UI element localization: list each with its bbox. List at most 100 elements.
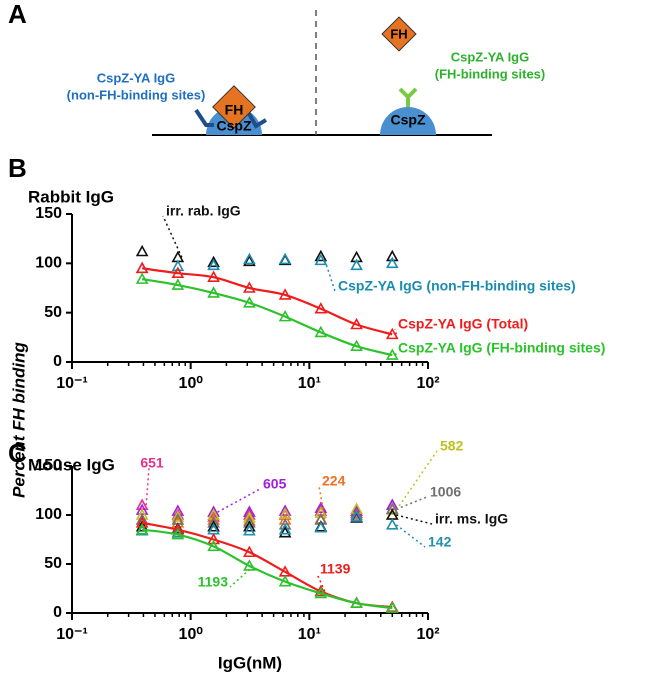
triangle-marker	[207, 255, 220, 268]
x-tick-label: 10¹	[298, 626, 321, 643]
igg	[398, 87, 418, 107]
triangle-marker	[350, 504, 363, 516]
triangle-marker	[314, 325, 328, 338]
triangle-marker	[207, 516, 220, 528]
label-leader	[217, 488, 261, 513]
chart-title: Rabbit IgG	[28, 187, 114, 206]
triangle-marker	[278, 523, 292, 535]
label-leader	[394, 352, 397, 356]
label-leader	[396, 496, 428, 510]
x-tick-label: 10¹	[298, 375, 321, 392]
x-tick-label: 10⁰	[179, 375, 204, 392]
triangle-marker	[350, 317, 363, 330]
label-leader	[324, 260, 336, 292]
x-tick-label: 10²	[416, 626, 439, 643]
triangle-marker	[243, 296, 256, 308]
label-leader	[162, 215, 183, 258]
triangle-marker	[278, 507, 292, 519]
triangle-marker	[243, 524, 256, 536]
panel-letter: A	[8, 0, 27, 29]
y-tick-label: 100	[35, 255, 62, 272]
label-leader	[395, 450, 438, 511]
triangle-marker	[278, 525, 292, 538]
igg	[194, 108, 268, 129]
triangle-marker	[314, 249, 328, 262]
series-label: CspZ-YA IgG (Total)	[398, 316, 528, 332]
triangle-marker	[171, 510, 185, 522]
triangle-marker	[278, 309, 292, 322]
triangle-marker	[278, 252, 292, 265]
triangle-marker	[314, 584, 328, 597]
triangle-marker	[350, 339, 363, 352]
triangle-marker	[135, 261, 149, 274]
series-label: 142	[428, 534, 452, 550]
triangle-marker	[243, 545, 256, 558]
triangle-marker	[135, 272, 149, 284]
x-tick-label: 10²	[416, 375, 439, 392]
triangle-marker	[385, 327, 399, 340]
label-leader	[145, 467, 150, 506]
triangle-marker	[350, 258, 363, 271]
fh-label: FH	[225, 102, 244, 118]
triangle-marker	[385, 256, 399, 269]
series-label: irr. ms. IgG	[435, 511, 508, 527]
diagram-label: (non-FH-binding sites)	[67, 87, 206, 102]
triangle-marker	[385, 249, 399, 262]
series-label: CspZ-YA IgG (non-FH-binding sites)	[338, 278, 576, 294]
triangle-marker	[385, 348, 399, 360]
triangle-marker	[278, 288, 292, 300]
y-tick-label: 0	[53, 353, 62, 370]
x-tick-label: 10⁰	[179, 626, 204, 643]
triangle-marker	[243, 281, 256, 293]
triangle-marker	[314, 521, 328, 533]
triangle-marker	[207, 520, 220, 532]
triangle-marker	[385, 518, 399, 530]
label-leader	[395, 524, 426, 548]
label-leader	[316, 573, 326, 592]
series-label: 224	[322, 473, 346, 489]
diagram-label: (FH-binding sites)	[435, 66, 546, 81]
triangle-marker	[243, 254, 256, 267]
x-tick-label: 10⁻¹	[56, 375, 88, 392]
y-tick-label: 100	[35, 506, 62, 523]
triangle-marker	[135, 244, 149, 257]
diagram-label: CspZ-YA IgG	[451, 49, 530, 64]
chart-title: Mouse IgG	[28, 455, 115, 474]
series-label: irr. rab. IgG	[166, 203, 241, 219]
series-label: 1193	[198, 574, 229, 590]
triangle-marker	[171, 259, 185, 272]
triangle-marker	[314, 586, 328, 599]
series-label: 605	[263, 476, 287, 492]
triangle-marker	[314, 302, 328, 314]
triangle-marker	[314, 253, 328, 266]
triangle-marker	[350, 508, 363, 520]
series-label: 1006	[430, 484, 461, 500]
y-tick-label: 150	[35, 205, 62, 222]
y-tick-label: 50	[44, 304, 62, 321]
x-tick-label: 10⁻¹	[56, 626, 88, 643]
triangle-marker	[350, 596, 363, 608]
triangle-marker	[135, 516, 149, 528]
fh-label: FH	[390, 26, 407, 41]
diagram: FH CspZ CspZ-YA IgG (non-FH-binding site…	[67, 10, 546, 136]
triangle-marker	[171, 278, 185, 290]
diagram-label: CspZ-YA IgG	[97, 70, 176, 85]
triangle-marker	[350, 510, 363, 522]
series-label: CspZ-YA IgG (FH-binding sites)	[398, 340, 605, 356]
triangle-marker	[207, 258, 220, 271]
cspz	[380, 107, 436, 135]
label-leader	[396, 514, 433, 525]
fh	[212, 85, 256, 129]
cspz-label: CspZ	[391, 112, 426, 128]
triangle-marker	[171, 527, 185, 540]
series-label: 1139	[320, 561, 351, 577]
series-label: 582	[440, 438, 464, 454]
y-tick-label: 0	[53, 604, 62, 621]
panel-letter: B	[8, 153, 27, 183]
x-axis-label: IgG(nM)	[218, 653, 282, 672]
triangle-marker	[207, 532, 220, 545]
triangle-marker	[243, 252, 256, 265]
triangle-marker	[207, 270, 220, 282]
triangle-marker	[207, 539, 220, 552]
